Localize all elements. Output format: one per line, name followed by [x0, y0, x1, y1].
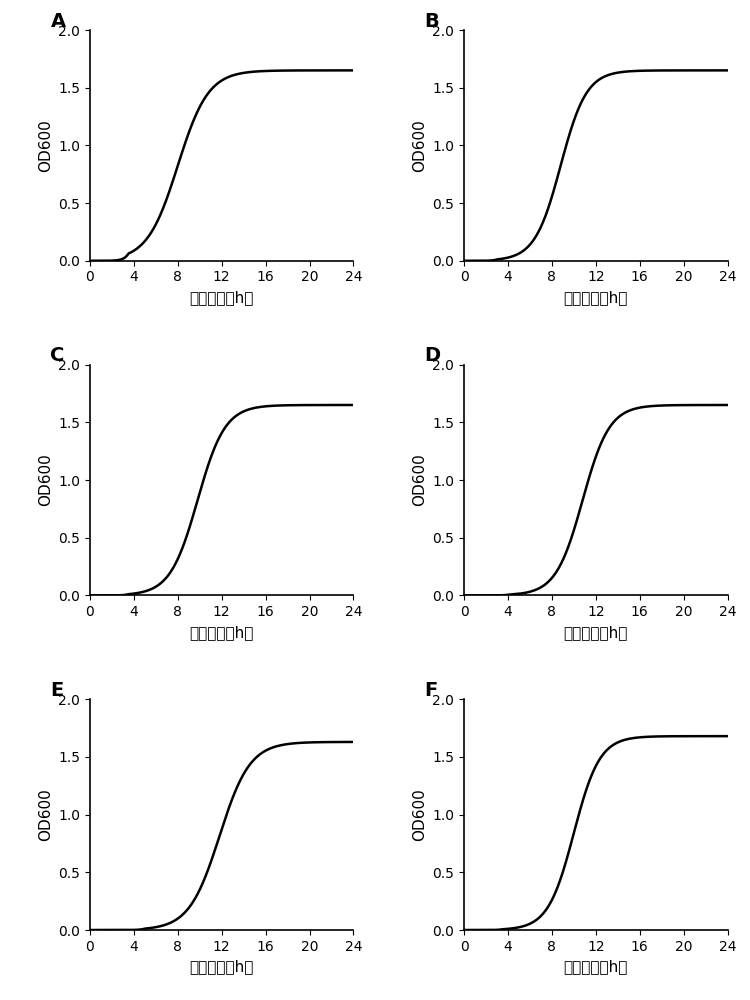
Text: C: C	[50, 346, 64, 365]
X-axis label: 培养时間（h）: 培养时間（h）	[190, 290, 254, 305]
Y-axis label: OD600: OD600	[38, 454, 52, 506]
Text: D: D	[424, 346, 441, 365]
Y-axis label: OD600: OD600	[38, 119, 52, 172]
X-axis label: 培养时間（h）: 培养时間（h）	[190, 959, 254, 974]
Y-axis label: OD600: OD600	[412, 119, 427, 172]
X-axis label: 培养时間（h）: 培养时間（h）	[563, 625, 628, 640]
Y-axis label: OD600: OD600	[38, 788, 52, 841]
X-axis label: 培养时間（h）: 培养时間（h）	[563, 959, 628, 974]
Y-axis label: OD600: OD600	[412, 788, 427, 841]
Text: A: A	[50, 12, 65, 31]
Text: E: E	[50, 681, 64, 700]
Text: F: F	[424, 681, 438, 700]
Text: B: B	[424, 12, 439, 31]
X-axis label: 培养时間（h）: 培养时間（h）	[190, 625, 254, 640]
X-axis label: 培养时間（h）: 培养时間（h）	[563, 290, 628, 305]
Y-axis label: OD600: OD600	[412, 454, 427, 506]
